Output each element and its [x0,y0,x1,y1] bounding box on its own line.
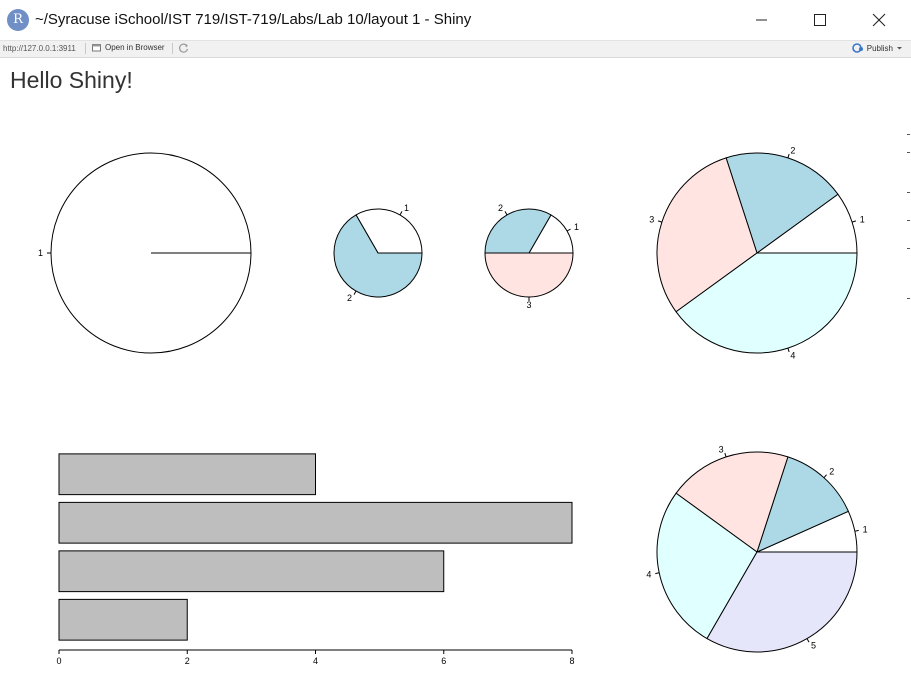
pie-slice-3 [675,451,789,553]
pie-label: 1 [574,222,579,232]
pie-slice-4 [675,252,858,354]
pie-slice-4 [656,492,758,640]
bar-chart: 0 2 4 6 8 [56,453,575,666]
publish-label: Publish [866,43,893,53]
refresh-icon [179,43,189,53]
x-tick-label: 0 [56,656,61,666]
close-icon [872,13,886,27]
pie-label-tick [854,529,859,532]
pie-label-tick [823,474,827,479]
publish-icon [851,43,863,53]
pie-label-tick [504,211,508,216]
bar-3 [58,501,573,544]
pie-chart-6: 1 2 3 4 5 [646,444,868,653]
pie-slice-1 [528,214,574,254]
toolbar-divider [85,43,86,54]
pie-label: 1 [38,248,43,258]
pie-label-tick [787,347,790,353]
pie-chart-3: 1 2 3 [484,203,579,310]
x-tick-label: 4 [313,656,318,666]
pie-label-tick [657,220,663,223]
pie-label: 5 [811,641,816,651]
open-in-browser-button[interactable]: Open in Browser [92,43,165,52]
pie-label: 2 [498,203,503,213]
viewer-toolbar: http://127.0.0.1:3911 Open in Browser Pu… [0,40,911,58]
pie-label-tick [806,638,810,643]
rstudio-app-icon: R [7,9,29,31]
pie-label-tick [724,452,727,458]
window-titlebar: R ~/Syracuse iSchool/IST 719/IST-719/Lab… [0,0,911,40]
x-tick-label: 2 [185,656,190,666]
bar-4 [58,453,316,496]
refresh-button[interactable] [178,42,190,56]
pie-label-tick [353,290,357,295]
pie-label: 3 [719,444,724,454]
pie-slice-3 [656,157,758,313]
pie-label-tick [566,228,571,232]
open-in-browser-label: Open in Browser [105,43,165,52]
pie-slice-1 [355,208,423,254]
browser-icon [92,44,101,52]
pie-slice-2 [756,456,849,553]
pie-label: 1 [860,215,865,225]
bar-1 [58,598,188,641]
minimize-button[interactable] [738,0,784,40]
pie-label: 1 [863,525,868,535]
pie-label: 4 [790,351,795,361]
maximize-icon [814,14,826,26]
page-title: Hello Shiny! [10,67,133,93]
pie-label-tick [399,211,403,216]
pie-slice-2 [333,214,423,298]
pie-label-tick [851,220,857,223]
x-tick-label: 6 [441,656,446,666]
toolbar-divider [172,43,173,54]
pie-label-tick [655,572,660,575]
pie-label: 2 [790,145,795,155]
pie-slice-2 [484,208,552,254]
window-title: ~/Syracuse iSchool/IST 719/IST-719/Labs/… [35,11,472,28]
x-tick-label: 8 [569,656,574,666]
url-display: http://127.0.0.1:3911 [3,44,76,53]
pie-chart-1: 1 [38,152,252,354]
pie-chart-2: 12 [333,203,423,303]
pie-chart-4: 1 2 3 4 [649,145,864,360]
pie-label: 3 [649,215,654,225]
pie-label: 1 [404,203,409,213]
bar-2 [58,550,445,593]
pie-slice-3 [484,252,574,298]
maximize-button[interactable] [797,0,843,40]
clipped-content-edge [907,128,911,328]
pie-label-tick [787,153,790,159]
minimize-icon [756,19,767,21]
pie-label: 2 [347,293,352,303]
close-button[interactable] [856,0,902,40]
pie-label: 4 [646,569,651,579]
publish-button[interactable]: Publish [851,43,903,53]
pie-label: 2 [829,467,834,477]
pie-slice-2 [725,152,839,254]
pie-label: 3 [526,300,531,310]
chevron-down-icon [897,47,902,50]
